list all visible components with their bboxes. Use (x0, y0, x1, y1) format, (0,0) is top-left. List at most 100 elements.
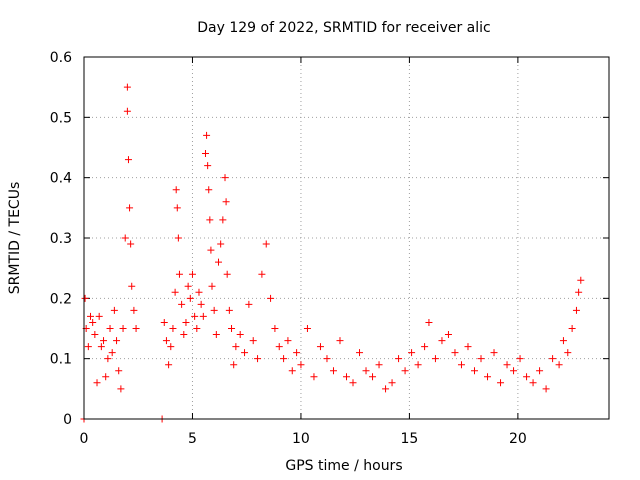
y-tick-label: 0.5 (50, 110, 72, 126)
data-point (188, 270, 196, 278)
data-point (236, 331, 244, 339)
data-point (288, 367, 296, 375)
data-point (382, 385, 390, 393)
data-point (228, 325, 236, 332)
data-point (477, 355, 485, 363)
data-point (536, 367, 544, 375)
plot-border (83, 56, 610, 420)
data-point (310, 373, 318, 381)
data-point (193, 325, 201, 332)
data-point (132, 325, 140, 332)
data-point (280, 355, 288, 363)
data-point (186, 294, 194, 302)
y-axis-label: SRMTID / TECUs (7, 182, 23, 295)
data-point (375, 361, 383, 369)
data-point (262, 240, 270, 248)
data-point (245, 300, 253, 308)
data-point (555, 361, 563, 369)
data-point (516, 355, 524, 363)
data-point (559, 337, 567, 345)
data-point (160, 318, 168, 326)
data-point (575, 288, 583, 296)
data-point (97, 343, 105, 351)
data-point (182, 318, 190, 326)
data-point (284, 337, 292, 345)
data-point (271, 325, 279, 332)
y-tick-label: 0 (63, 412, 72, 428)
data-point (87, 312, 95, 320)
data-point (293, 349, 301, 357)
data-point (349, 379, 357, 387)
data-point (128, 282, 136, 290)
data-point (102, 373, 110, 381)
data-point (162, 337, 170, 345)
data-point (175, 270, 183, 278)
data-point (197, 300, 205, 308)
data-point (369, 373, 377, 381)
data-point (336, 337, 344, 345)
data-point (401, 367, 409, 375)
data-point (173, 204, 181, 212)
data-point (568, 325, 576, 332)
data-point (529, 379, 537, 387)
data-point (577, 276, 585, 284)
data-point (89, 318, 97, 326)
data-point (81, 294, 89, 302)
data-point (108, 349, 116, 357)
data-point (438, 337, 446, 345)
data-point (165, 361, 173, 369)
data-point (451, 349, 459, 357)
data-point (217, 240, 225, 248)
y-tick-label: 0.3 (50, 231, 72, 247)
data-point (84, 343, 92, 351)
data-point (564, 349, 572, 357)
y-tick-label: 0.6 (50, 50, 72, 66)
data-point (572, 306, 580, 314)
data-point (113, 337, 121, 345)
data-point (123, 107, 131, 115)
data-point (503, 361, 511, 369)
data-point (510, 367, 518, 375)
data-point (254, 355, 262, 363)
data-point (201, 150, 209, 158)
data-point (249, 337, 257, 345)
chart-title: Day 129 of 2022, SRMTID for receiver ali… (197, 20, 490, 36)
data-point (104, 355, 112, 363)
data-point (95, 312, 103, 320)
data-point (425, 318, 433, 326)
data-point (464, 343, 472, 351)
data-point (171, 288, 179, 296)
data-point (126, 204, 134, 212)
data-point (232, 343, 240, 351)
data-point (414, 361, 422, 369)
data-point (297, 361, 305, 369)
data-point (258, 270, 266, 278)
data-point (421, 343, 429, 351)
data-point (523, 373, 531, 381)
data-point (223, 270, 231, 278)
data-point (356, 349, 364, 357)
tick-layer: 0 0.1 0.2 0.3 0.4 0.5 0.6 0 5 10 15 20 (50, 50, 609, 447)
data-point (275, 343, 283, 351)
data-point (362, 367, 370, 375)
data-point (444, 331, 452, 339)
data-point (225, 306, 233, 314)
data-point (119, 325, 127, 332)
data-point (408, 349, 416, 357)
data-point (184, 282, 192, 290)
data-point (303, 325, 311, 332)
data-point (110, 306, 118, 314)
data-point (191, 312, 199, 320)
data-point (204, 162, 212, 170)
x-tick-label: 10 (292, 431, 310, 447)
data-point (121, 234, 129, 242)
x-tick-label: 20 (509, 431, 527, 447)
data-point (542, 385, 550, 393)
data-point (230, 361, 238, 369)
data-point (470, 367, 478, 375)
data-point (203, 131, 211, 139)
data-point (212, 331, 220, 339)
data-point (115, 367, 123, 375)
data-point (431, 355, 439, 363)
data-point (490, 349, 498, 357)
